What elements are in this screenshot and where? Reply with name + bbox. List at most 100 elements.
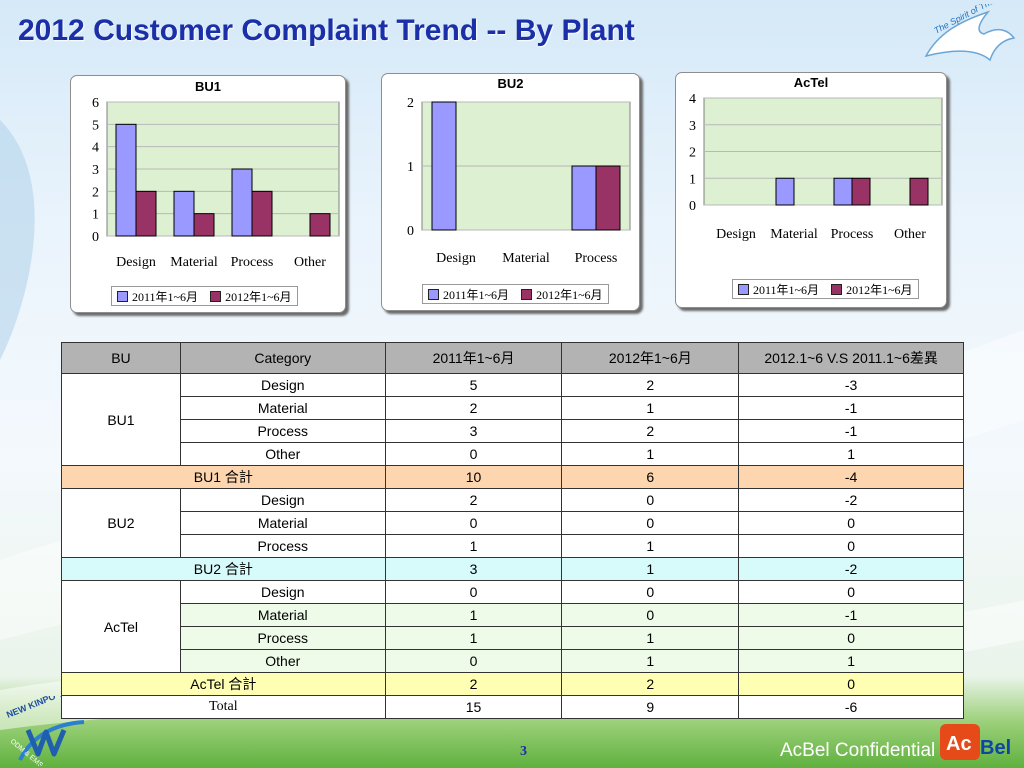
bu2-chart-panel: BU2 0 1 2 Design Material Process 2011年1~6月 2… — [381, 73, 640, 311]
x-tick-label: Process — [575, 251, 618, 266]
y-tick-label: 3 — [92, 163, 99, 178]
diff-cell: -1 — [738, 603, 964, 627]
y-tick-label: 1 — [689, 172, 696, 187]
y-tick-label: 6 — [92, 96, 99, 111]
value-cell: 3 — [384, 557, 563, 581]
category-cell: Process — [179, 626, 386, 650]
value-cell: 1 — [561, 626, 740, 650]
value-cell: 1 — [561, 557, 740, 581]
diff-cell: 0 — [738, 511, 964, 535]
value-cell: 6 — [561, 465, 740, 489]
x-tick-label: Material — [502, 251, 550, 266]
page-title: 2012 Customer Complaint Trend -- By Plan… — [18, 14, 635, 47]
header-bu: BU — [61, 342, 181, 374]
x-tick-label: Other — [294, 255, 326, 270]
x-tick-label: Process — [231, 255, 274, 270]
table-row: Material 2 1 -1 — [62, 396, 964, 420]
subtotal-label: BU2 合計 — [61, 557, 386, 581]
y-tick-label: 1 — [92, 208, 99, 223]
total-label: Total — [61, 695, 386, 719]
bar — [135, 190, 157, 237]
table-row: Material 0 0 0 — [62, 511, 964, 535]
diff-cell: 1 — [738, 649, 964, 673]
diff-cell: -3 — [738, 373, 964, 397]
value-cell: 0 — [384, 511, 563, 535]
value-cell: 2 — [561, 373, 740, 397]
bar — [309, 213, 331, 237]
bar — [431, 101, 457, 231]
legend-label: 2011年1~6月 — [443, 287, 510, 302]
value-cell: 2 — [384, 488, 563, 512]
actel-chart-panel: AcTel 0 1 2 3 4 Design Material Process Other 20… — [675, 72, 947, 308]
value-cell: 2 — [384, 396, 563, 420]
chart-legend: 2011年1~6月 2012年1~6月 — [111, 286, 298, 306]
value-cell: 1 — [561, 534, 740, 558]
y-tick-label: 4 — [689, 92, 696, 107]
y-tick-label: 1 — [407, 160, 414, 175]
bu1-chart: 0 1 2 3 4 5 6 Design Material Process Other — [92, 96, 340, 270]
y-tick-label: 0 — [92, 230, 99, 245]
value-cell: 1 — [384, 603, 563, 627]
chart-title: AcTel — [793, 75, 829, 90]
header-2012: 2012年1~6月 — [561, 342, 740, 374]
bar — [115, 123, 137, 237]
legend-swatch-2012 — [521, 288, 533, 300]
legend-swatch-2011 — [738, 283, 749, 295]
diff-cell: -6 — [738, 695, 964, 719]
diff-cell: -2 — [738, 488, 964, 512]
table-row: BU1 Design 5 2 -3 — [61, 373, 964, 466]
bar — [173, 190, 195, 237]
table-row: AcTel Design 0 0 0 — [61, 580, 964, 673]
legend-label: 2011年1~6月 — [753, 282, 820, 297]
category-cell: Material — [179, 396, 386, 420]
diff-cell: -2 — [738, 557, 964, 581]
header-category: Category — [179, 342, 386, 374]
value-cell: 2 — [561, 672, 740, 696]
diff-cell: 0 — [738, 534, 964, 558]
value-cell: 0 — [384, 580, 563, 604]
category-cell: Design — [179, 580, 386, 604]
svg-text:Bel: Bel — [980, 737, 1011, 759]
bar — [595, 165, 621, 231]
table-row: Material 1 0 -1 — [62, 603, 964, 627]
subtotal-label: BU1 合計 — [61, 465, 386, 489]
legend-label: 2012年1~6月 — [536, 287, 603, 302]
legend-swatch-2012 — [831, 283, 843, 295]
subtotal-row: BU2 合計 3 1 -2 — [61, 557, 964, 581]
bar — [251, 190, 273, 237]
bar — [571, 165, 597, 231]
x-tick-label: Design — [716, 227, 756, 242]
bu2-chart: 0 1 2 Design Material Process — [407, 96, 631, 266]
bar — [909, 177, 929, 206]
svg-text:NEW KINPO VALUE: NEW KINPO VALUE — [5, 696, 87, 720]
value-cell: 0 — [561, 511, 740, 535]
x-tick-label: Material — [170, 255, 218, 270]
value-cell: 0 — [561, 580, 740, 604]
y-tick-label: 3 — [689, 119, 696, 134]
complaint-table: BU Category 2011年1~6月 2012年1~6月 2012.1~6… — [61, 342, 964, 719]
value-cell: 1 — [561, 396, 740, 420]
table-row: Process 1 1 0 — [62, 626, 964, 650]
diff-cell: 1 — [738, 442, 964, 466]
new-kinpo-logo-icon: NEW KINPO VALUE ODM & EMS Partner — [5, 696, 87, 766]
table-row: Process 1 1 0 — [62, 534, 964, 558]
total-row: Total 15 9 -6 — [61, 695, 964, 719]
header-2011: 2011年1~6月 — [384, 342, 563, 374]
legend-swatch-2011 — [117, 290, 128, 302]
bu-cell: BU1 — [61, 373, 181, 466]
acbel-logo-icon: Ac Bel — [940, 724, 1011, 760]
diff-cell: 0 — [738, 580, 964, 604]
y-tick-label: 4 — [92, 141, 99, 156]
x-tick-label: Design — [116, 255, 156, 270]
y-tick-label: 2 — [689, 146, 696, 161]
category-cell: Process — [179, 419, 386, 443]
confidential-label: AcBel Confidential — [780, 740, 936, 761]
bu-cell: BU2 — [61, 488, 181, 558]
y-tick-label: 0 — [689, 199, 696, 214]
svg-text:Ac: Ac — [946, 733, 972, 755]
diff-cell: 0 — [738, 626, 964, 650]
bar — [231, 168, 253, 237]
x-tick-label: Material — [770, 227, 818, 242]
subtotal-row: BU1 合計 10 6 -4 — [61, 465, 964, 489]
value-cell: 3 — [384, 419, 563, 443]
